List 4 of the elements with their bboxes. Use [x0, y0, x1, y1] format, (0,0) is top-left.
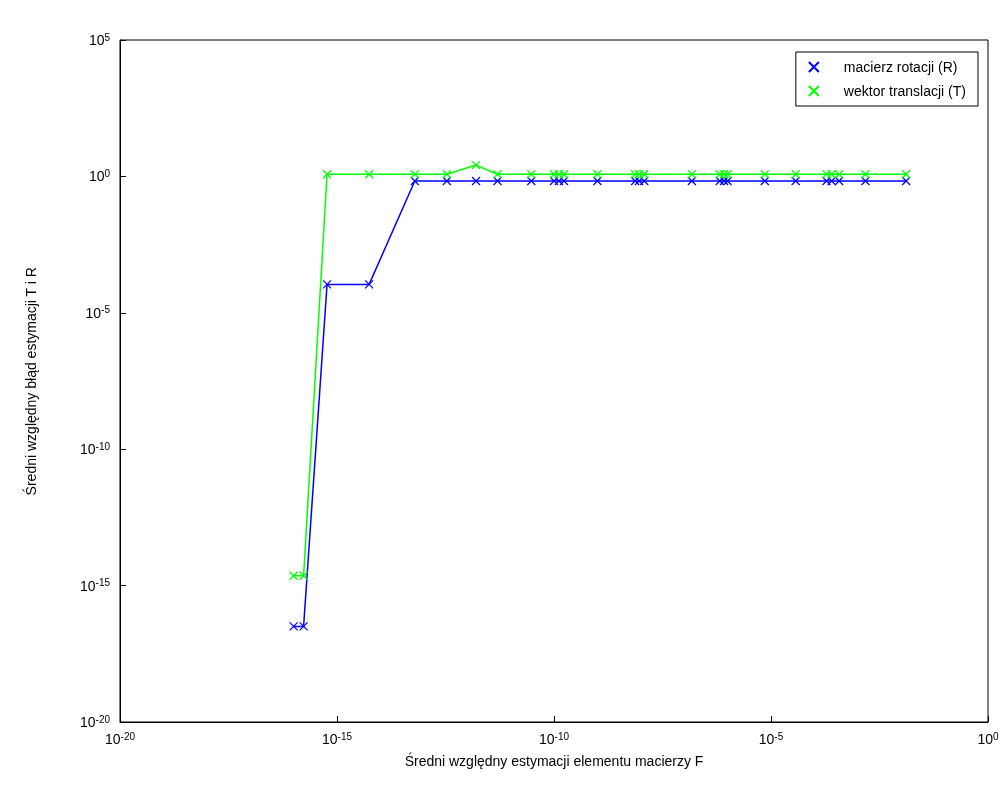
- y-axis-title: Średni względny błąd estymacji T i R: [22, 267, 39, 496]
- legend-label: macierz rotacji (R): [843, 59, 958, 75]
- x-axis-title: Średni względny estymacji elementu macierzy F: [404, 752, 704, 769]
- legend-label: wektor translacji (T): [842, 83, 967, 99]
